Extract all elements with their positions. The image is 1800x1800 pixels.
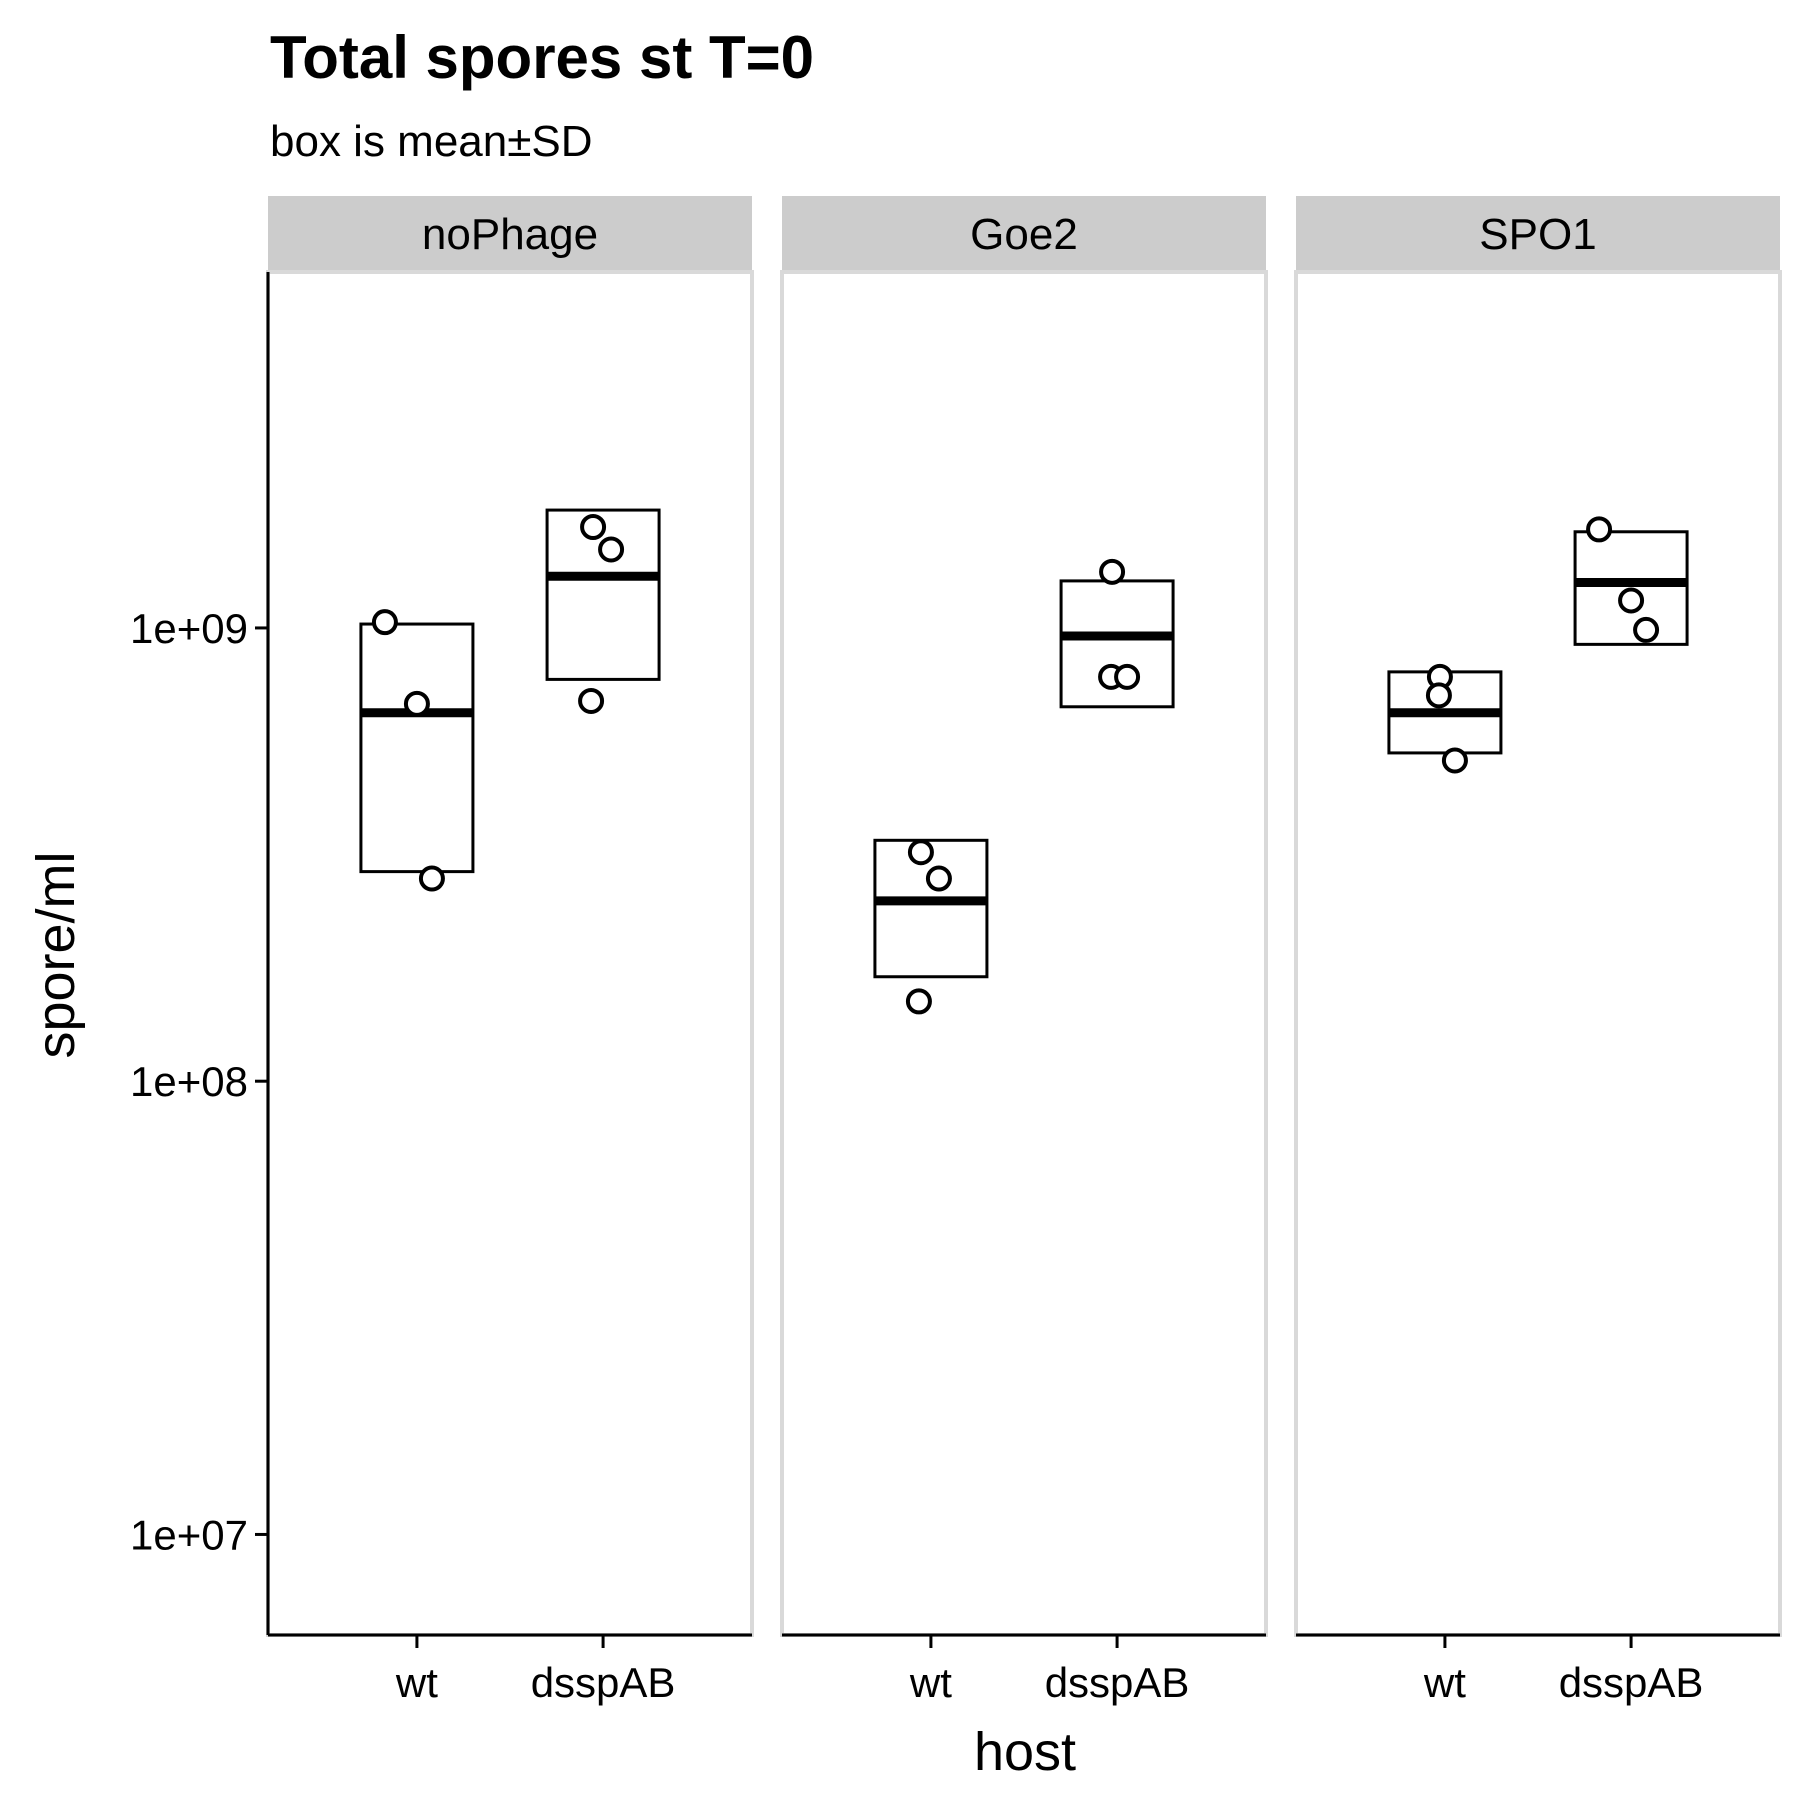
data-point xyxy=(925,865,952,892)
facet-strip-label: noPhage xyxy=(422,210,598,259)
y-axis-title: spore/ml xyxy=(26,851,86,1058)
y-tick-label: 1e+07 xyxy=(130,1511,248,1558)
data-point xyxy=(371,609,398,636)
x-tick-label: dsspAB xyxy=(1559,1659,1704,1706)
facet-noPhage: noPhage wt dsspAB xyxy=(266,196,754,1706)
data-point xyxy=(1099,558,1126,585)
sd-box xyxy=(359,622,475,874)
x-tick-label: dsspAB xyxy=(1045,1659,1190,1706)
facet-SPO1: SPO1 wt dsspAB xyxy=(1294,196,1782,1706)
data-point xyxy=(905,988,932,1015)
data-point xyxy=(418,865,445,892)
data-point xyxy=(598,536,625,563)
facet-panels: noPhage wt dsspAB Goe2 wt dsspAB SPO1 wt dsspAB xyxy=(266,196,1782,1706)
x-tick-label: dsspAB xyxy=(531,1659,676,1706)
data-point xyxy=(907,839,934,866)
facet-Goe2: Goe2 wt dsspAB xyxy=(780,196,1268,1706)
data-point xyxy=(1425,682,1452,709)
y-axis: 1e+07 1e+08 1e+09 xyxy=(130,272,270,1635)
chart-title: Total spores st T=0 xyxy=(270,24,814,91)
x-axis-title: host xyxy=(974,1722,1076,1782)
data-point xyxy=(1114,663,1141,690)
sd-box xyxy=(545,508,661,681)
panel-border xyxy=(1294,270,1782,1637)
x-tick-label: wt xyxy=(909,1659,952,1706)
data-point xyxy=(403,690,430,717)
data-point xyxy=(580,514,607,541)
facet-strip xyxy=(1296,196,1780,272)
y-tick-label: 1e+09 xyxy=(130,605,248,652)
facet-strip-label: SPO1 xyxy=(1479,210,1596,259)
sd-box xyxy=(873,838,989,979)
chart-subtitle: box is mean±SD xyxy=(270,117,593,166)
data-point xyxy=(1633,616,1660,643)
data-point xyxy=(1586,516,1613,543)
y-tick-label: 1e+08 xyxy=(130,1058,248,1105)
facet-strip-label: Goe2 xyxy=(970,210,1078,259)
data-point xyxy=(1618,587,1645,614)
data-point xyxy=(578,687,605,714)
facet-strip xyxy=(782,196,1266,272)
facet-strip xyxy=(268,196,752,272)
panel-border xyxy=(266,270,754,1637)
x-tick-label: wt xyxy=(395,1659,438,1706)
data-point xyxy=(1441,747,1468,774)
panel-border xyxy=(780,270,1268,1637)
x-tick-label: wt xyxy=(1423,1659,1466,1706)
